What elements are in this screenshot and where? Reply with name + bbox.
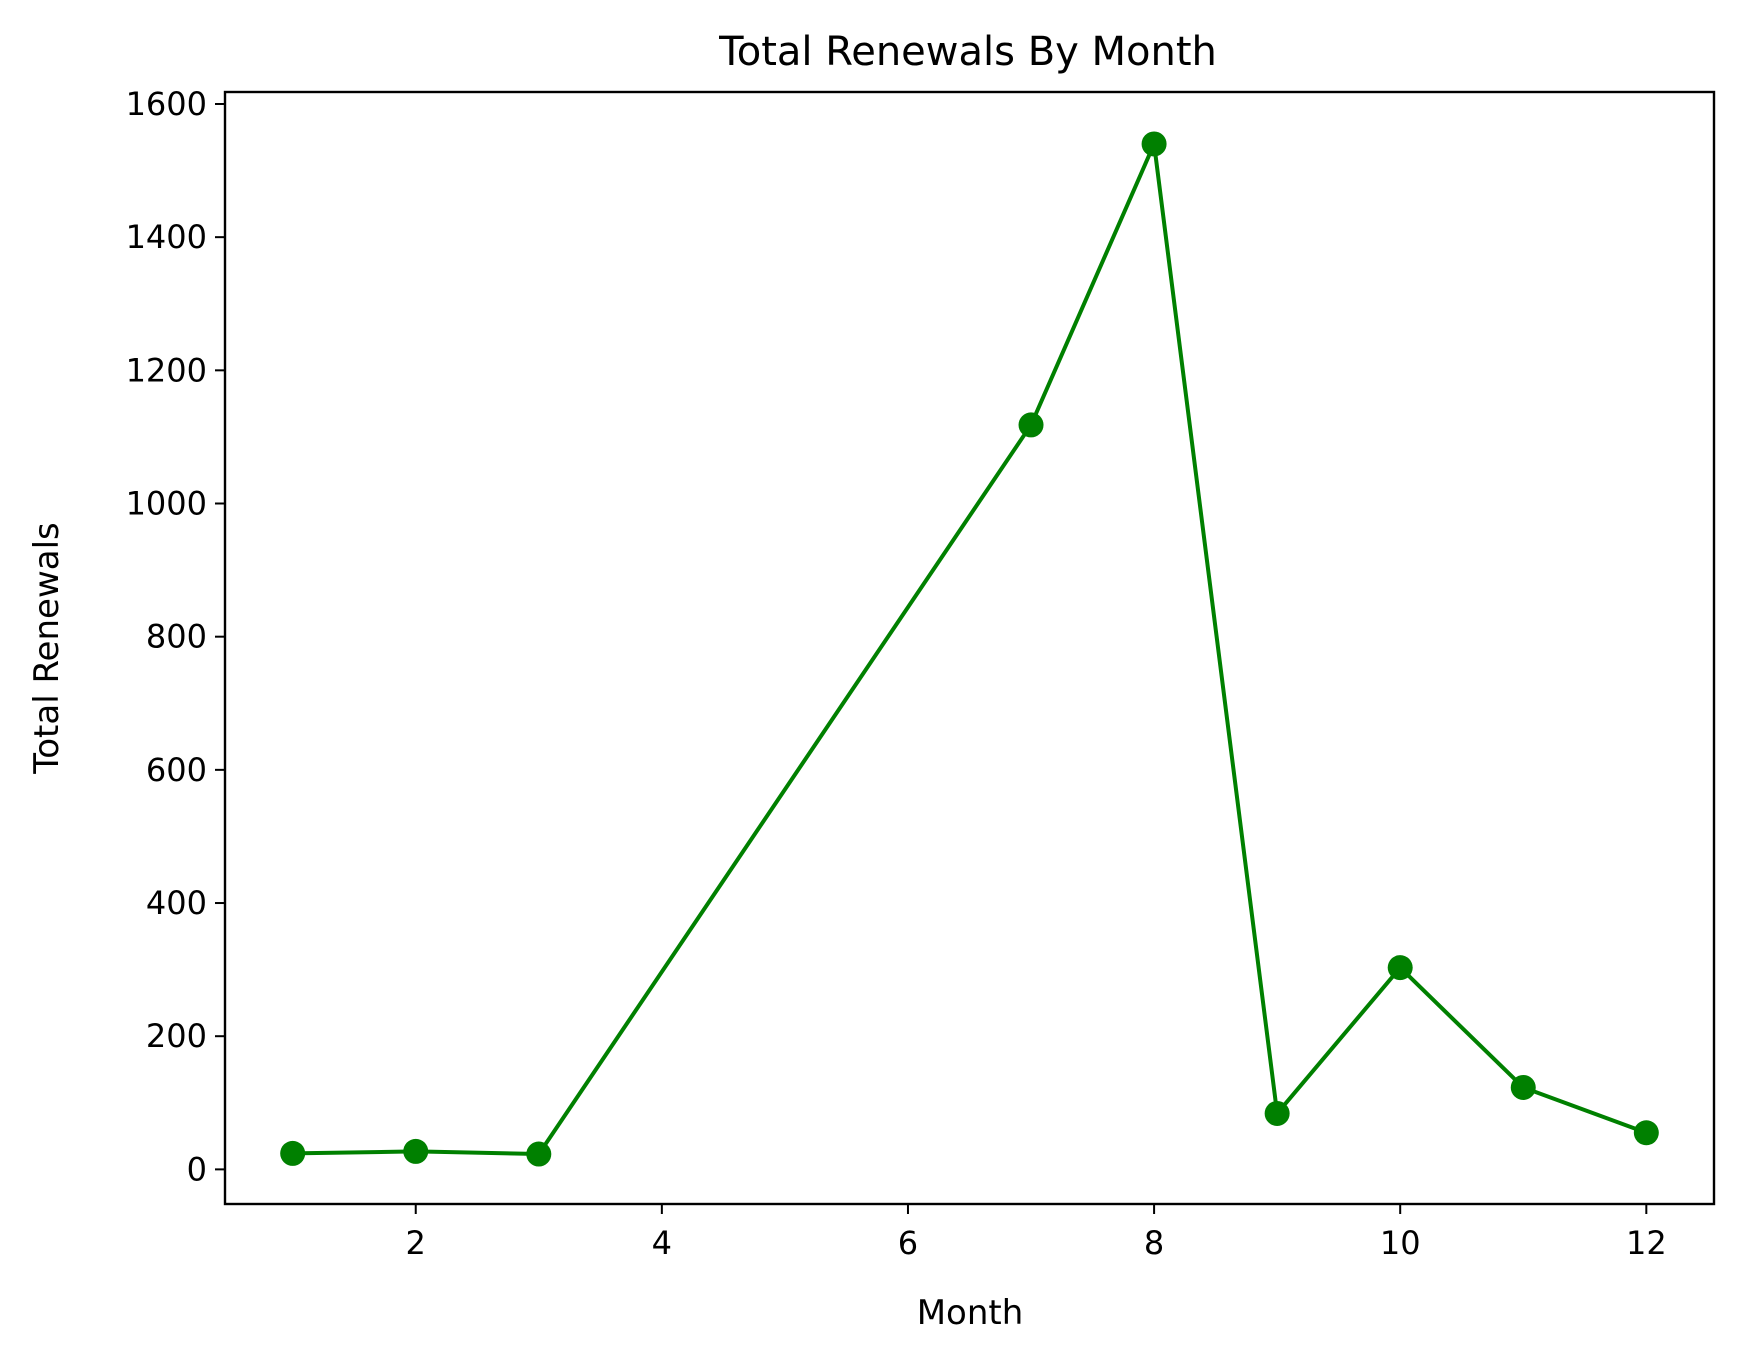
y-tick-label: 1400 xyxy=(126,218,207,256)
data-point xyxy=(1633,1120,1659,1146)
x-axis-label: Month xyxy=(917,1293,1024,1333)
x-tick-label: 12 xyxy=(1626,1224,1667,1262)
data-point xyxy=(1141,131,1167,157)
x-axis: 2 4 6 8 10 12 xyxy=(406,1204,1667,1262)
x-tick-label: 6 xyxy=(898,1224,918,1262)
data-point xyxy=(403,1138,429,1164)
y-tick-label: 1000 xyxy=(126,485,207,523)
y-tick-label: 0 xyxy=(187,1150,207,1188)
y-tick-label: 1200 xyxy=(126,351,207,389)
data-point xyxy=(1018,412,1044,438)
x-tick-label: 4 xyxy=(652,1224,672,1262)
data-point xyxy=(280,1140,306,1166)
data-point xyxy=(526,1141,552,1167)
data-point xyxy=(1510,1074,1536,1100)
x-tick-label: 10 xyxy=(1380,1224,1421,1262)
plot-frame xyxy=(223,90,1716,1206)
chart-title: Total Renewals By Month xyxy=(718,29,1217,75)
x-tick-label: 2 xyxy=(406,1224,426,1262)
y-axis-label: Total Renewals xyxy=(27,522,67,775)
y-tick-label: 200 xyxy=(146,1017,207,1055)
y-tick-label: 800 xyxy=(146,618,207,656)
y-axis: 0 200 400 600 800 1000 1200 1400 1600 xyxy=(126,85,225,1188)
series-layer xyxy=(280,131,1659,1167)
data-point xyxy=(1387,955,1413,981)
x-tick-label: 8 xyxy=(1144,1224,1164,1262)
y-tick-label: 400 xyxy=(146,884,207,922)
data-point xyxy=(1264,1100,1290,1126)
series-line xyxy=(292,141,1648,1157)
y-tick-label: 600 xyxy=(146,751,207,789)
y-tick-label: 1600 xyxy=(126,85,207,123)
